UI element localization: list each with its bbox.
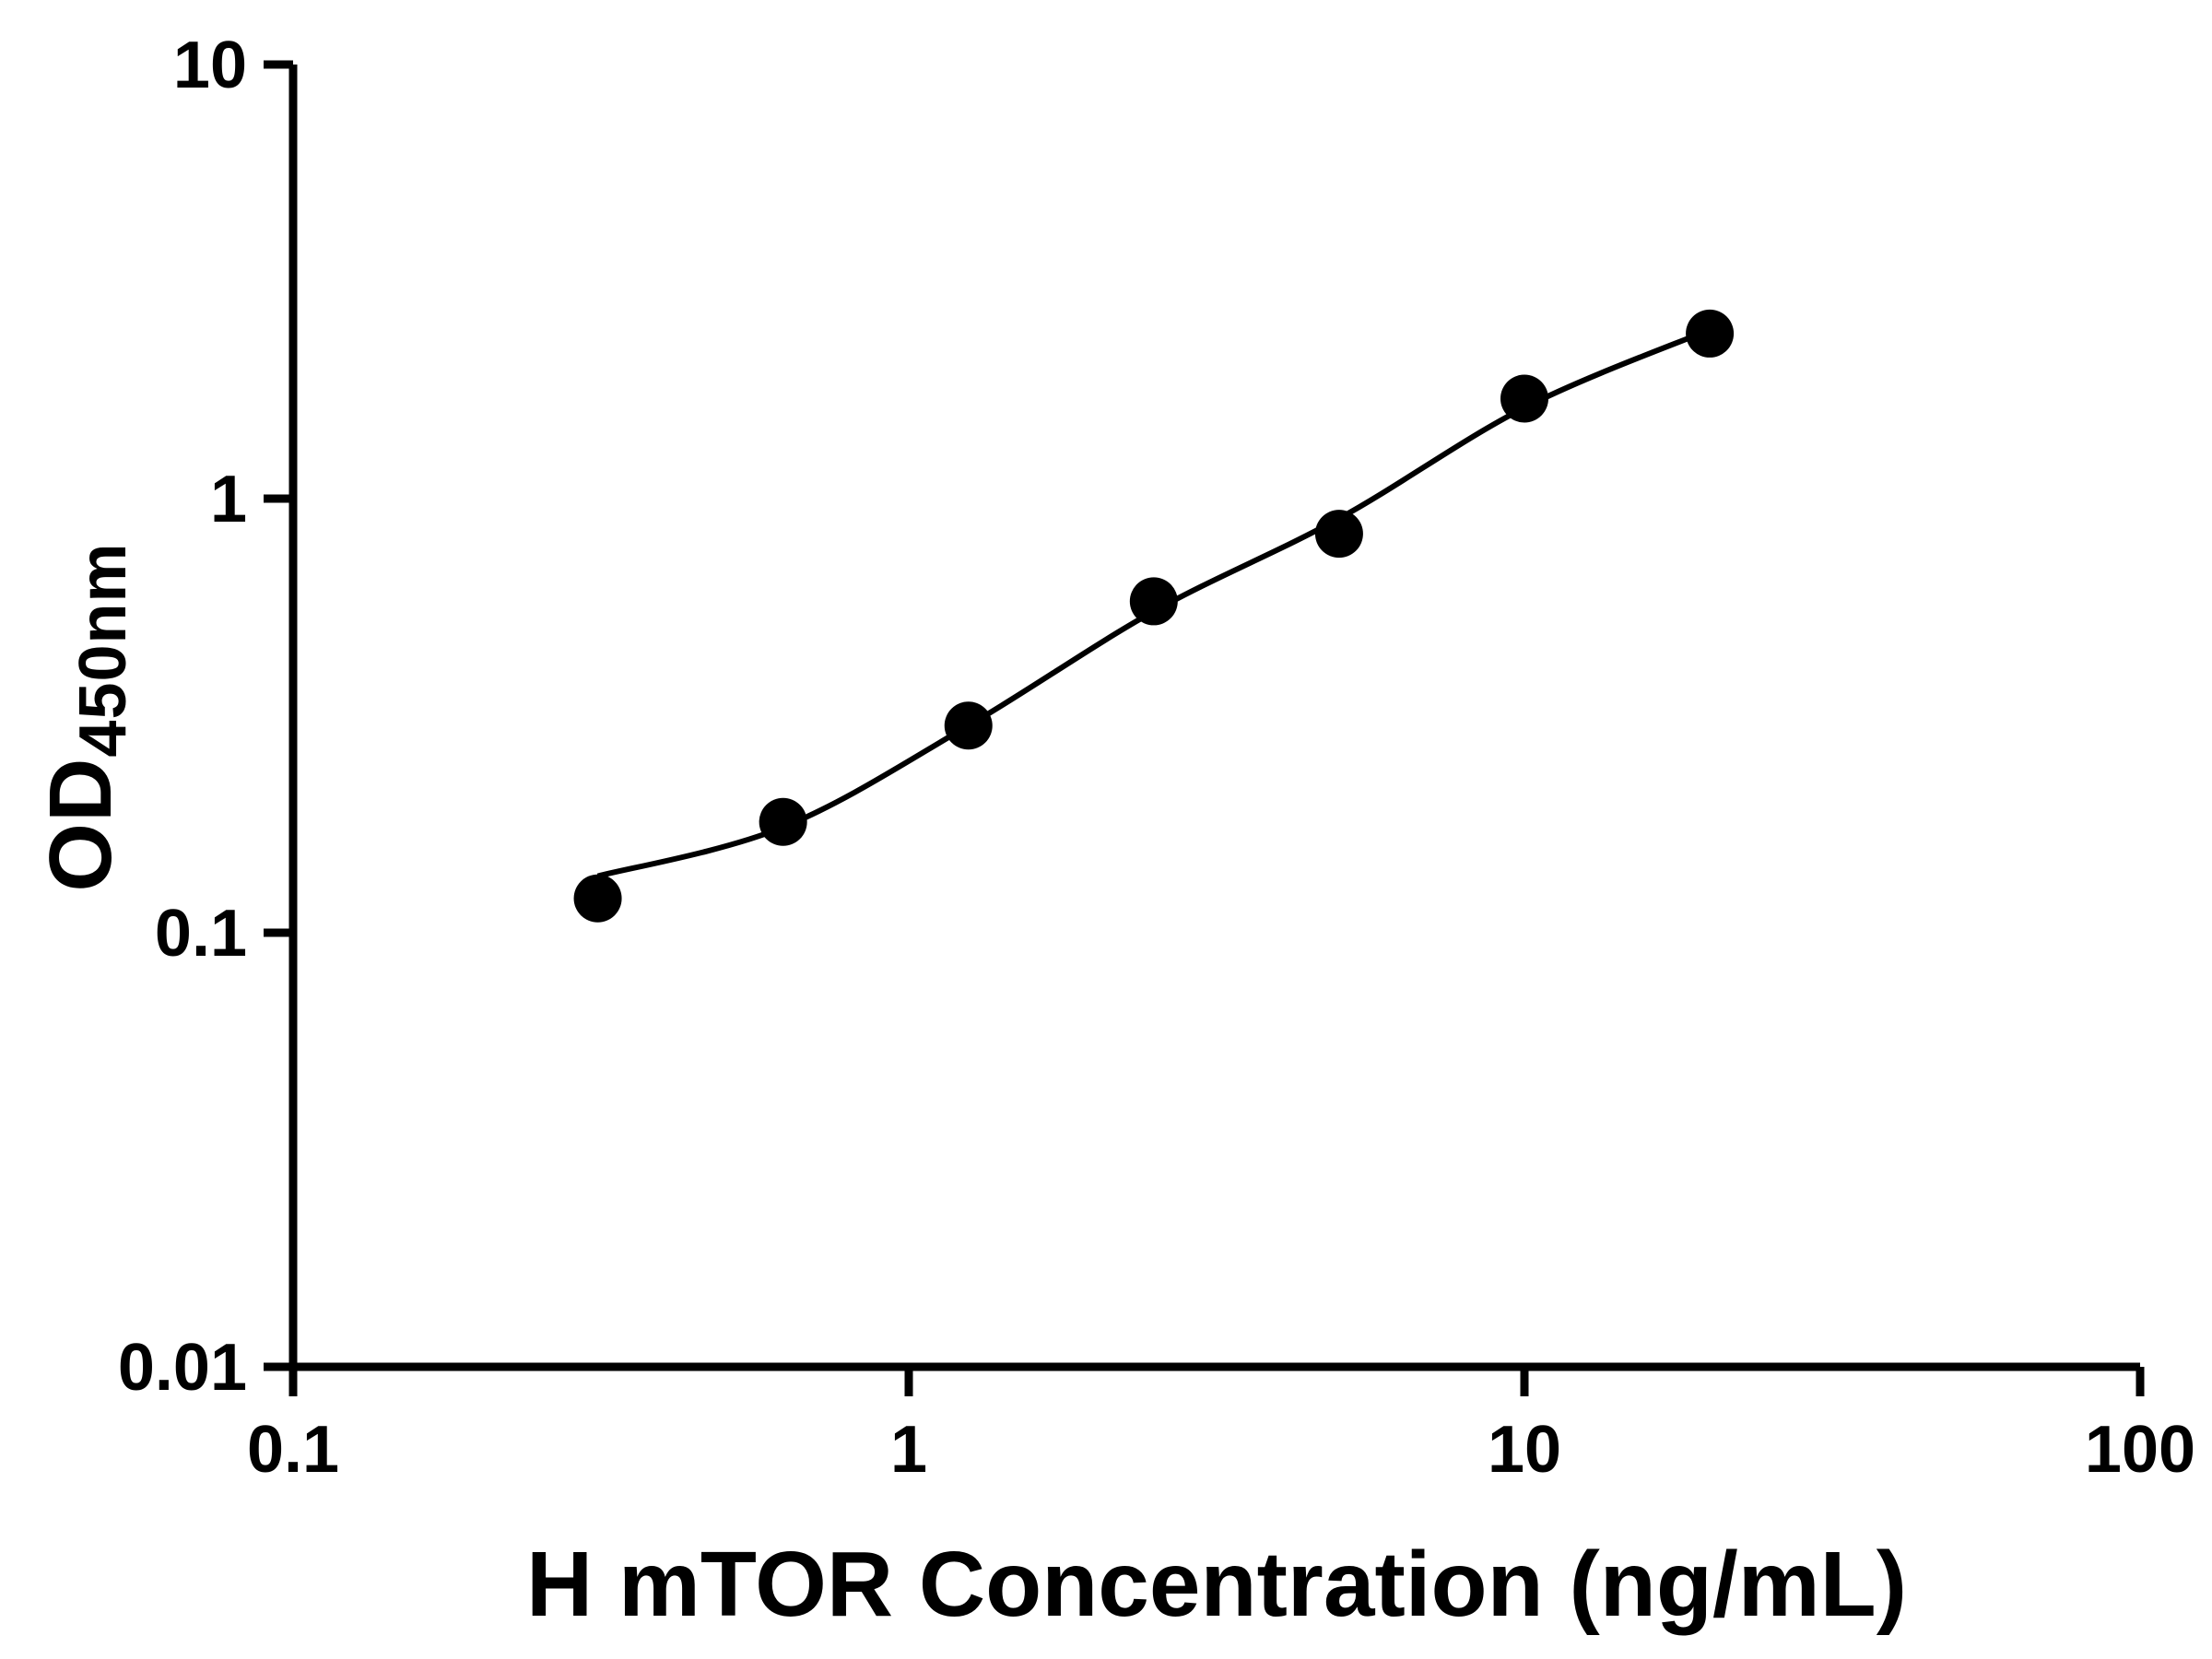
x-tick-label: 100 [2085, 1413, 2195, 1487]
x-tick-label: 10 [1488, 1413, 1561, 1487]
y-axis-label-main: OD [31, 757, 130, 892]
y-tick-label: 0.01 [118, 1331, 247, 1405]
y-tick-label: 10 [173, 29, 247, 102]
data-point [1686, 309, 1735, 358]
y-tick-label: 0.1 [155, 897, 247, 971]
data-point [1500, 374, 1548, 423]
y-axis-label: OD450nm [30, 542, 140, 892]
x-tick-label: 1 [890, 1413, 927, 1487]
x-axis-label: H mTOR Concentration (ng/mL) [525, 1533, 1908, 1636]
data-point [759, 797, 807, 846]
data-point [573, 874, 622, 923]
data-point [1314, 510, 1363, 559]
data-point [1129, 577, 1178, 626]
x-tick-label: 0.1 [247, 1413, 339, 1487]
y-tick-label: 1 [210, 463, 247, 536]
axis-spines [288, 65, 2140, 1371]
data-point [944, 701, 993, 750]
y-axis-label-subscript: 450nm [66, 542, 140, 758]
